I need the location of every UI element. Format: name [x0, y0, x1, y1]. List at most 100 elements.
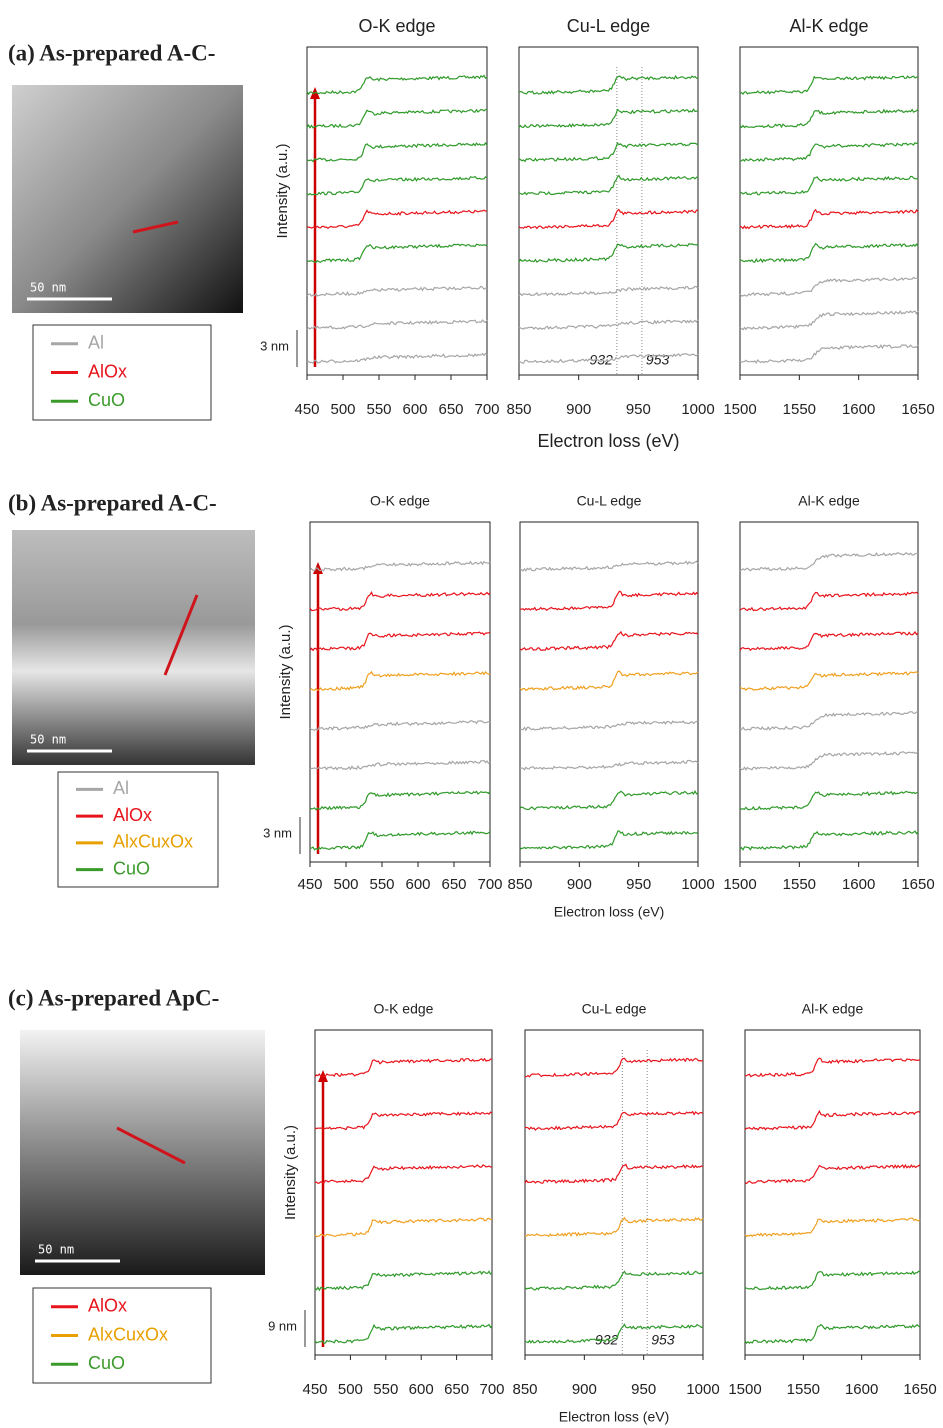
- scale-bar-label: 50 nm: [30, 281, 66, 295]
- spectrum: [314, 1111, 493, 1131]
- edge-label: 932: [589, 352, 613, 368]
- x-tick-label: 1650: [901, 876, 934, 893]
- spectrum: [739, 790, 919, 811]
- legend-label: CuO: [113, 858, 150, 878]
- spectrum: [739, 208, 919, 230]
- thickness-label: 3 nm: [263, 825, 292, 840]
- plot-frame: [739, 521, 919, 863]
- x-tick-label: 850: [507, 876, 532, 893]
- legend-label: AlxCuxOx: [113, 832, 193, 852]
- spectrum: [524, 1163, 704, 1184]
- x-tick-label: 600: [402, 401, 427, 418]
- legend-label: AlOx: [88, 1295, 127, 1315]
- scan-arrow: [116, 1126, 186, 1165]
- x-tick-label: 1550: [787, 1381, 820, 1398]
- edge-label: 953: [651, 1332, 675, 1348]
- x-tick-label: 650: [438, 401, 463, 418]
- spectrum: [518, 208, 699, 230]
- x-tick-label: 550: [366, 401, 391, 418]
- x-axis-label: Electron loss (eV): [559, 1409, 669, 1425]
- x-tick-label: 950: [626, 401, 651, 418]
- spectrum: [519, 759, 699, 771]
- spectrum: [518, 108, 699, 129]
- x-tick-label: 1600: [845, 1381, 878, 1398]
- spectrum: [306, 141, 488, 163]
- spectrum: [309, 759, 491, 771]
- plot-frame: [306, 46, 488, 376]
- spectrum: [519, 720, 699, 732]
- plot-frame: [314, 1029, 493, 1356]
- spectrum: [739, 142, 919, 162]
- spectrum: [314, 1057, 493, 1078]
- x-tick-label: 550: [373, 1381, 398, 1398]
- x-tick-label: 950: [626, 876, 651, 893]
- spectrum: [309, 590, 491, 612]
- x-tick-label: 1500: [728, 1381, 761, 1398]
- legend-label: AlOx: [88, 361, 127, 381]
- spectrum: [524, 1110, 704, 1131]
- legend-label: CuO: [88, 1353, 125, 1373]
- y-axis-label: Intensity (a.u.): [274, 143, 291, 238]
- spectrum: [314, 1270, 493, 1292]
- spectrum: [519, 590, 699, 612]
- x-tick-label: 500: [330, 401, 355, 418]
- spectrum: [518, 174, 699, 196]
- legend-label: Al: [88, 332, 104, 352]
- x-tick-label: 650: [444, 1381, 469, 1398]
- x-tick-label: 550: [369, 876, 394, 893]
- spectrum: [739, 310, 919, 331]
- spectrum: [744, 1323, 921, 1345]
- plot-title: Al-K edge: [798, 493, 860, 509]
- legend-label: AlxCuxOx: [88, 1324, 168, 1344]
- scan-arrow: [163, 594, 199, 676]
- spectrum: [739, 108, 919, 129]
- x-tick-label: 900: [572, 1381, 597, 1398]
- spectrum: [518, 74, 699, 95]
- micrograph: [20, 1030, 265, 1275]
- x-tick-label: 950: [631, 1381, 656, 1398]
- x-tick-label: 450: [302, 1381, 327, 1398]
- plot-title: Al-K edge: [802, 1001, 864, 1017]
- scan-arrow: [132, 220, 179, 234]
- plot-frame: [518, 46, 699, 376]
- spectrum: [309, 631, 491, 652]
- x-tick-label: 1600: [842, 401, 875, 418]
- spectrum: [314, 1164, 493, 1184]
- x-tick-label: 700: [477, 876, 502, 893]
- spectrum: [519, 830, 699, 851]
- spectrum: [744, 1109, 921, 1131]
- x-tick-label: 1000: [681, 401, 714, 418]
- plot-frame: [739, 46, 919, 376]
- x-tick-label: 600: [405, 876, 430, 893]
- plot-title: O-K edge: [358, 16, 435, 36]
- edge-label: 953: [646, 352, 670, 368]
- spectrum: [739, 591, 919, 612]
- spectrum: [525, 1323, 704, 1344]
- x-tick-label: 1000: [681, 876, 714, 893]
- spectrum: [739, 552, 919, 572]
- plot-frame: [524, 1029, 704, 1356]
- legend-label: CuO: [88, 390, 125, 410]
- spectrum: [309, 560, 491, 572]
- x-tick-label: 500: [333, 876, 358, 893]
- x-tick-label: 1550: [783, 401, 816, 418]
- plot-title: O-K edge: [374, 1001, 434, 1017]
- scale-bar-label: 50 nm: [30, 733, 66, 747]
- x-tick-label: 1600: [842, 876, 875, 893]
- spectrum: [744, 1270, 921, 1291]
- spectrum: [739, 276, 919, 297]
- panel-title: (a) As-prepared A-C-: [8, 40, 215, 65]
- spectrum: [314, 1217, 493, 1238]
- y-axis-label: Intensity (a.u.): [282, 1125, 299, 1220]
- spectrum: [739, 175, 919, 196]
- x-tick-label: 1500: [723, 876, 756, 893]
- spectrum: [306, 175, 488, 196]
- spectrum: [314, 1323, 493, 1344]
- spectrum: [519, 630, 699, 651]
- x-tick-label: 900: [567, 876, 592, 893]
- x-tick-label: 450: [294, 401, 319, 418]
- x-tick-label: 1000: [686, 1381, 719, 1398]
- y-axis-label: Intensity (a.u.): [277, 624, 294, 719]
- spectrum: [519, 789, 699, 811]
